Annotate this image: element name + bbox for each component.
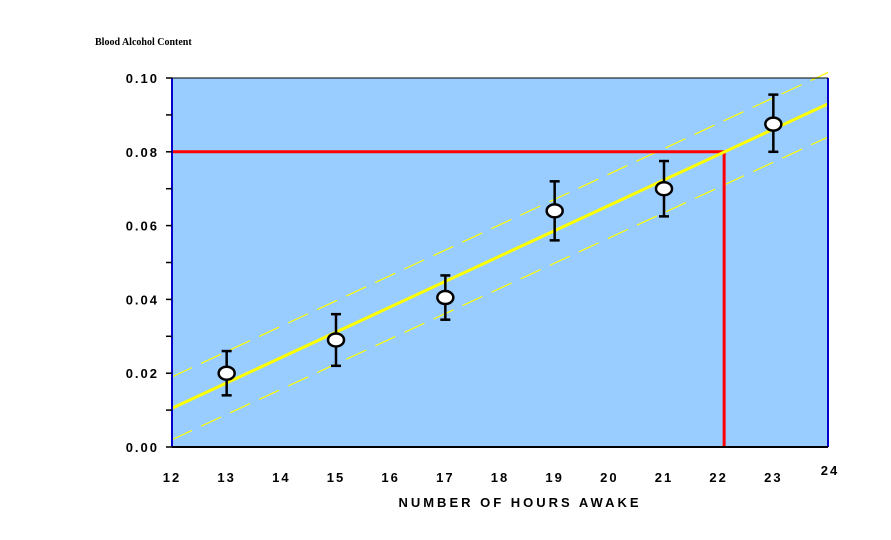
x-tick-label: 22 [709, 470, 727, 485]
x-tick-label: 17 [436, 470, 454, 485]
fit-line [171, 102, 829, 410]
x-tick-label: 24 [821, 463, 839, 478]
y-tick-label: 0.00 [126, 440, 159, 455]
data-point [436, 289, 455, 306]
x-tick-label: 18 [491, 470, 509, 485]
axes [166, 77, 829, 448]
chart-title: Blood Alcohol Content [95, 37, 192, 48]
x-tick-label: 23 [764, 470, 782, 485]
regression-line [171, 102, 829, 410]
data-points [217, 116, 783, 381]
lower-band-line [171, 136, 829, 441]
y-tick-label: 0.06 [126, 219, 159, 234]
data-point [545, 203, 564, 219]
x-tick-label: 15 [327, 470, 345, 485]
reference-lines [172, 150, 726, 447]
data-point [326, 332, 346, 348]
y-tick-label: 0.10 [126, 71, 159, 86]
y-tick-labels: 0.00 0.02 0.04 0.06 0.08 0.10 [126, 71, 159, 455]
x-tick-label: 14 [272, 470, 290, 485]
y-tick-label: 0.04 [126, 292, 159, 307]
upper-band-line [171, 71, 829, 378]
data-point [217, 365, 236, 381]
y-tick-label: 0.02 [126, 366, 159, 381]
x-tick-label: 12 [163, 470, 181, 485]
x-tick-label: 21 [655, 470, 673, 485]
x-tick-label: 16 [381, 470, 399, 485]
x-tick-labels: 12 13 14 15 16 17 18 19 20 21 22 23 24 [163, 463, 839, 485]
data-point [764, 116, 783, 132]
y-tick-label: 0.08 [126, 145, 159, 160]
plot-area [172, 78, 828, 447]
x-tick-label: 19 [545, 470, 563, 485]
data-point [654, 180, 674, 197]
x-axis-title: NUMBER OF HOURS AWAKE [398, 495, 641, 510]
x-tick-label: 13 [217, 470, 235, 485]
confidence-band [171, 71, 829, 441]
x-tick-label: 20 [600, 470, 618, 485]
